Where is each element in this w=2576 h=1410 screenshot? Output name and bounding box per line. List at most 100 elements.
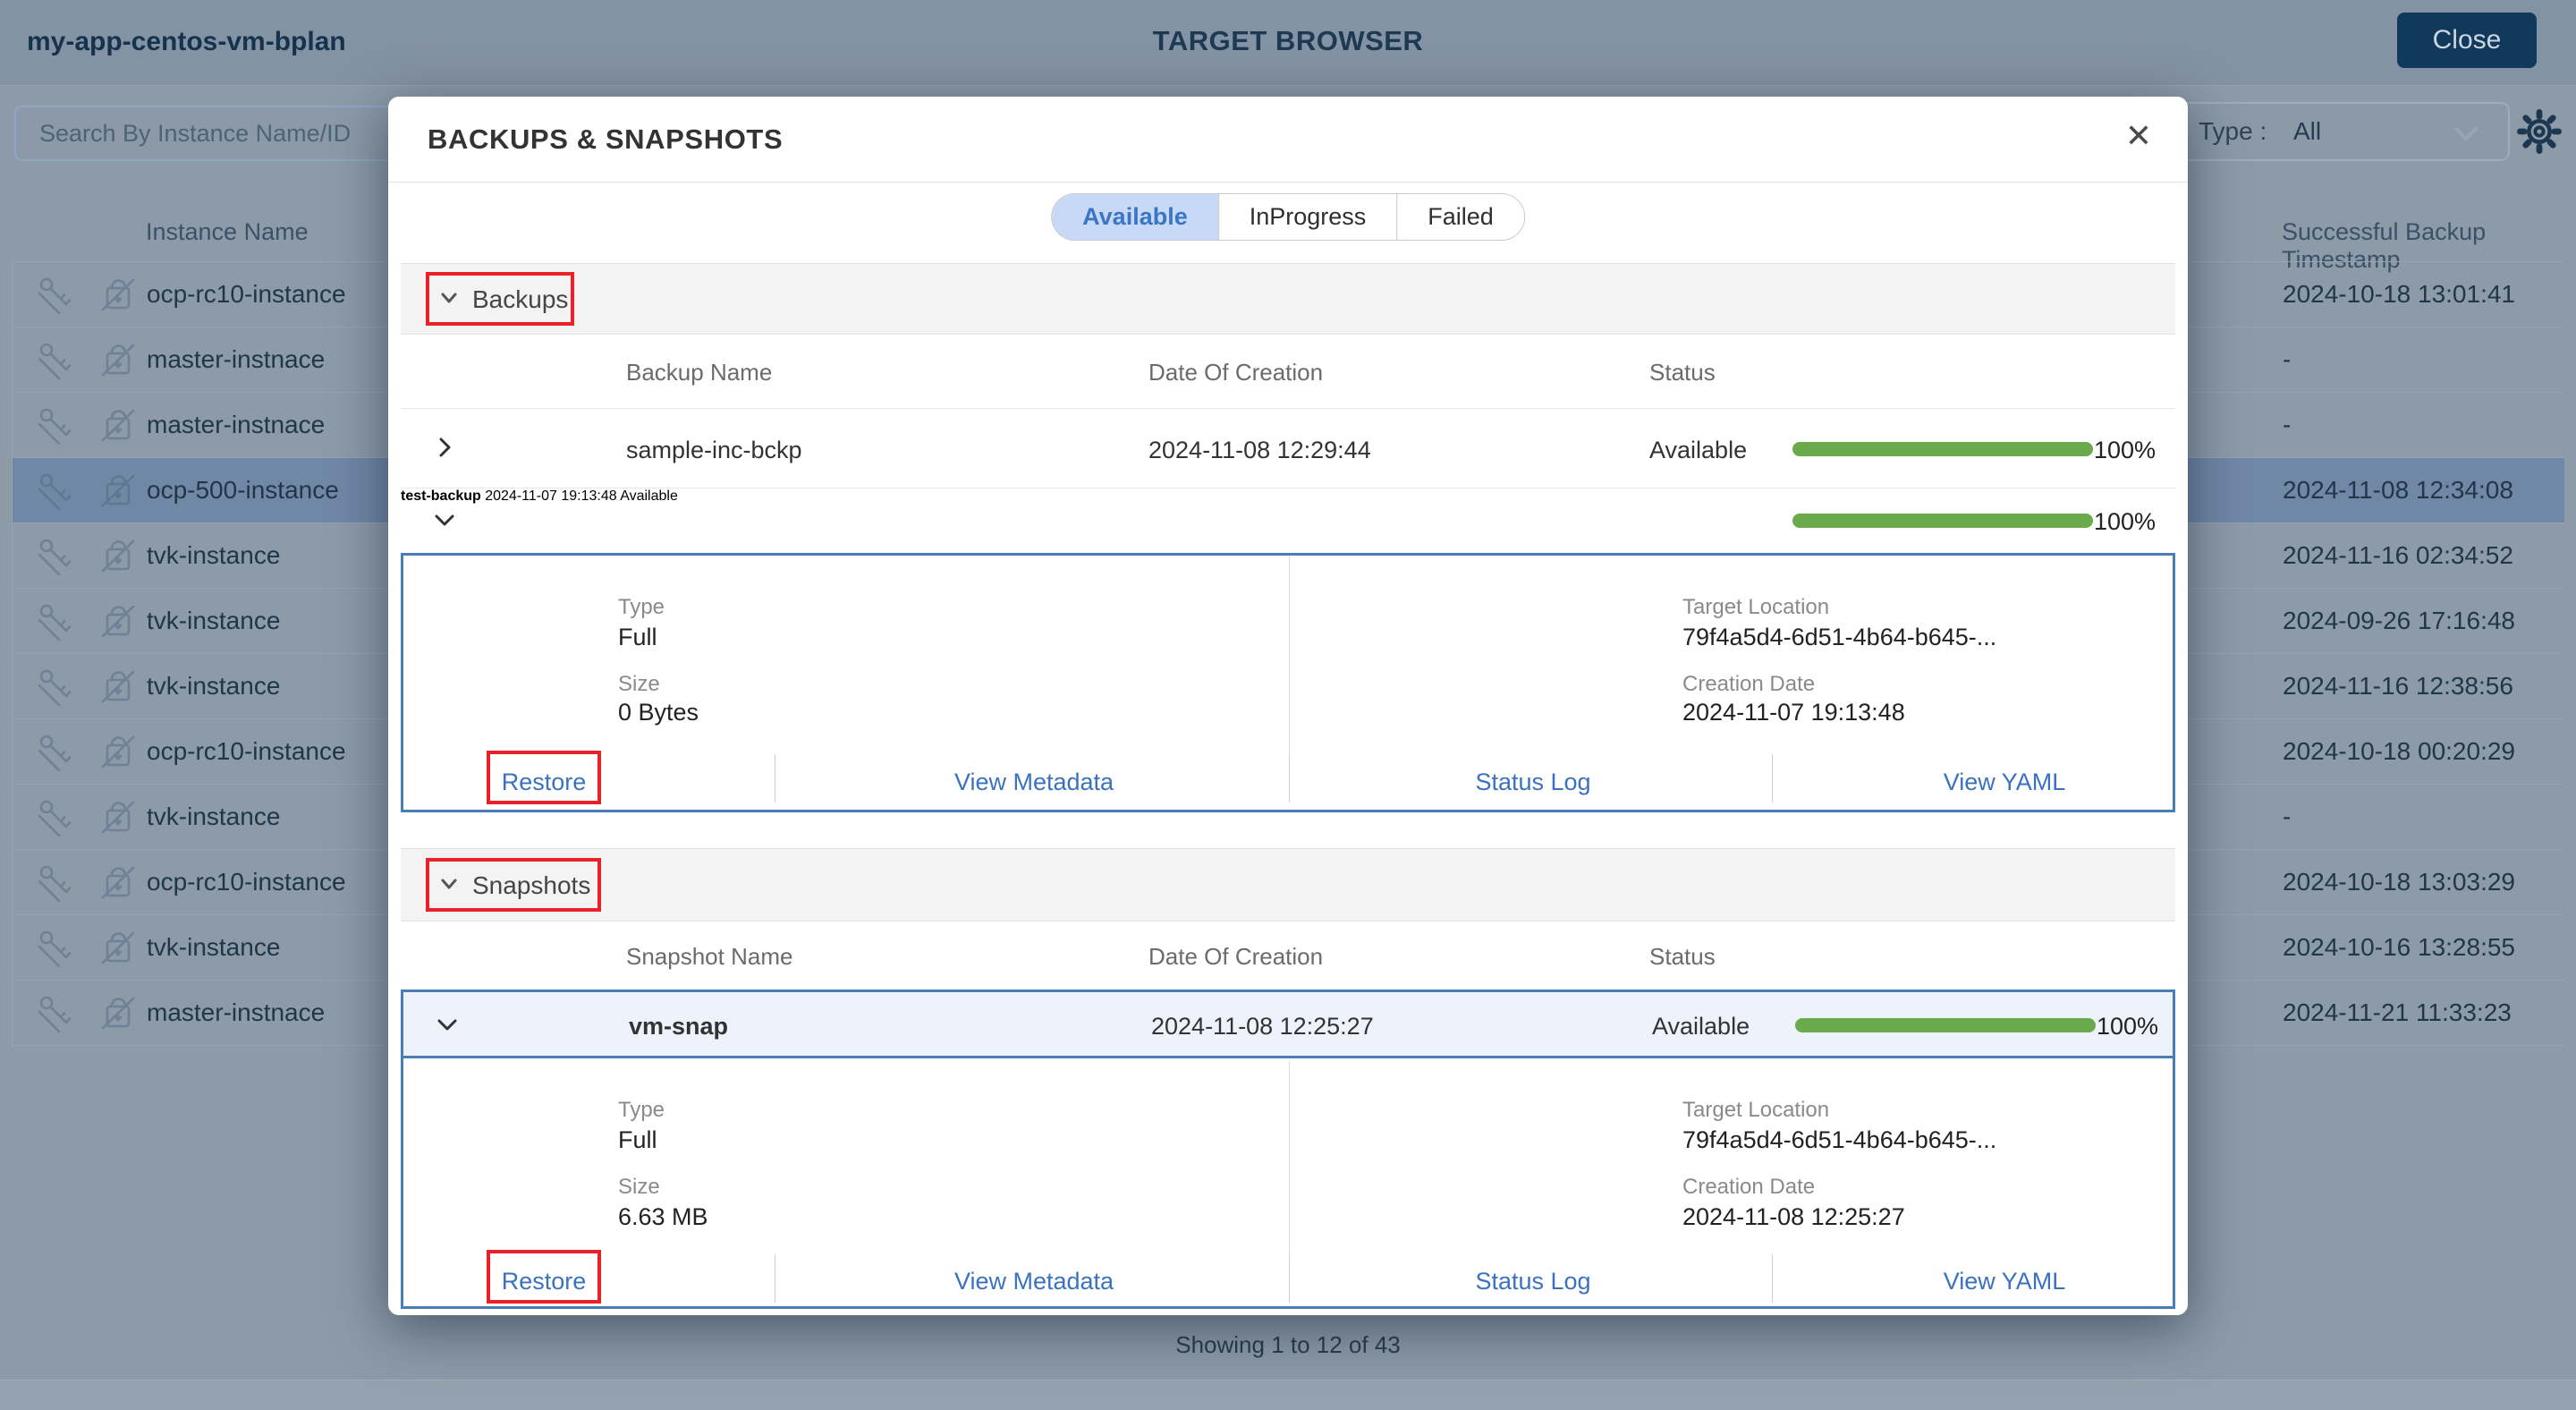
backup-timestamp: - <box>2283 411 2292 438</box>
tab-available[interactable]: Available <box>1052 194 1218 240</box>
instance-table-header: Instance Name Successful Backup Timestam… <box>12 213 2564 273</box>
instance-name: tvk-instance <box>147 933 281 961</box>
tab-failed[interactable]: Failed <box>1396 194 1524 240</box>
view-metadata-link[interactable]: View Metadata <box>953 1268 1114 1295</box>
key-off-icon <box>37 667 76 710</box>
size-label: Size <box>618 1175 660 1199</box>
backup-row[interactable]: sample-inc-bckp 2024-11-08 12:29:44 Avai… <box>401 408 2175 488</box>
backup-name: test-backup <box>401 488 481 504</box>
backup-row-expanded[interactable]: test-backup 2024-11-07 19:13:48 Availabl… <box>401 488 2175 553</box>
modal-header: BACKUPS & SNAPSHOTS ✕ <box>388 97 2188 183</box>
lock-off-icon <box>98 536 138 580</box>
divider <box>1772 1254 1773 1303</box>
backup-date: 2024-11-08 12:29:44 <box>1148 437 1371 463</box>
lock-off-icon <box>98 340 138 384</box>
modal-title: BACKUPS & SNAPSHOTS <box>428 123 784 155</box>
backup-status: Available <box>1649 437 1748 463</box>
key-off-icon <box>37 340 76 384</box>
restore-link[interactable]: Restore <box>501 1268 587 1295</box>
chevron-down-icon <box>2451 122 2481 149</box>
type-filter-value: All <box>2293 117 2322 145</box>
lock-off-icon <box>98 405 138 449</box>
status-tabs: Available InProgress Failed <box>1051 193 1525 241</box>
key-off-icon <box>37 993 76 1037</box>
instance-name: tvk-instance <box>147 803 281 830</box>
chevron-down-icon <box>436 871 462 901</box>
chevron-down-icon <box>436 285 462 315</box>
chevron-right-icon[interactable] <box>431 434 462 464</box>
instance-name: tvk-instance <box>147 541 281 569</box>
target-location-label: Target Location <box>1682 1098 1830 1122</box>
instance-name: ocp-500-instance <box>147 476 339 504</box>
type-label: Type <box>618 595 665 619</box>
view-yaml-link[interactable]: View YAML <box>1943 1268 2066 1295</box>
divider <box>1772 754 1773 803</box>
backup-timestamp: 2024-10-16 13:28:55 <box>2283 933 2515 961</box>
column-header-instance-name: Instance Name <box>146 218 309 245</box>
key-off-icon <box>37 405 76 449</box>
lock-off-icon <box>98 928 138 972</box>
progress-bar <box>1795 1018 2096 1032</box>
instance-name: master-instnace <box>147 411 326 438</box>
key-off-icon <box>37 862 76 906</box>
size-value: 6.63 MB <box>618 1203 708 1230</box>
backups-section-toggle[interactable]: Backups <box>436 280 568 319</box>
target-location-label: Target Location <box>1682 595 1830 619</box>
chevron-down-icon[interactable] <box>431 506 462 537</box>
backup-timestamp: 2024-09-26 17:16:48 <box>2283 607 2515 634</box>
backup-timestamp: - <box>2283 803 2292 830</box>
key-off-icon <box>37 601 76 645</box>
instance-name: tvk-instance <box>147 672 281 700</box>
backups-table-header: Backup Name Date Of Creation Status <box>401 335 2175 408</box>
snapshot-row-expanded[interactable]: vm-snap 2024-11-08 12:25:27 Available 10… <box>403 992 2173 1058</box>
creation-date-label: Creation Date <box>1682 1175 1816 1199</box>
divider <box>1289 1254 1290 1303</box>
column-header-backup-name: Backup Name <box>626 359 773 386</box>
backup-timestamp: 2024-11-21 11:33:23 <box>2283 998 2512 1026</box>
divider <box>1289 556 1290 754</box>
key-off-icon <box>37 471 76 514</box>
status-log-link[interactable]: Status Log <box>1475 769 1591 795</box>
instance-name: ocp-rc10-instance <box>147 737 346 765</box>
size-label: Size <box>618 672 660 696</box>
chevron-down-icon[interactable] <box>434 1011 464 1041</box>
type-label: Type <box>618 1098 665 1122</box>
snapshot-status: Available <box>1652 1013 1750 1040</box>
snapshots-section-toggle[interactable]: Snapshots <box>436 866 590 905</box>
creation-date-value: 2024-11-08 12:25:27 <box>1682 1203 1905 1230</box>
tab-inprogress[interactable]: InProgress <box>1217 194 1397 240</box>
annotation-box-restore <box>487 751 601 804</box>
column-header-status: Status <box>1649 359 1716 386</box>
type-value: Full <box>618 624 657 650</box>
snapshot-expanded-box: vm-snap 2024-11-08 12:25:27 Available 10… <box>401 990 2175 1309</box>
backup-timestamp: 2024-11-16 02:34:52 <box>2283 541 2513 569</box>
creation-date-value: 2024-11-07 19:13:48 <box>1682 699 1905 726</box>
column-header-date-of-creation: Date Of Creation <box>1148 943 1324 970</box>
backup-timestamp: 2024-10-18 13:03:29 <box>2283 868 2515 896</box>
lock-off-icon <box>98 667 138 710</box>
lock-off-icon <box>98 862 138 906</box>
annotation-box-snapshots <box>426 858 601 912</box>
top-bar: my-app-centos-vm-bplan TARGET BROWSER Cl… <box>0 0 2576 86</box>
divider <box>1289 754 1290 803</box>
backup-timestamp: 2024-11-08 12:34:08 <box>2283 476 2513 504</box>
target-location-value: 79f4a5d4-6d51-4b64-b645-... <box>1682 624 1997 650</box>
restore-link[interactable]: Restore <box>501 769 587 795</box>
backup-detail-panel: Type Full Size 0 Bytes Target Location 7… <box>401 553 2175 812</box>
view-metadata-link[interactable]: View Metadata <box>953 769 1114 795</box>
gear-icon[interactable] <box>2515 107 2563 156</box>
backup-timestamp: 2024-11-16 12:38:56 <box>2283 672 2513 700</box>
lock-off-icon <box>98 732 138 776</box>
bottom-bar <box>0 1380 2576 1410</box>
type-filter-dropdown[interactable]: Type : All <box>2057 102 2510 161</box>
view-yaml-link[interactable]: View YAML <box>1943 769 2066 795</box>
snapshot-name: vm-snap <box>629 1013 729 1040</box>
backup-status: Available <box>620 488 678 504</box>
backup-plan-name: my-app-centos-vm-bplan <box>27 27 346 56</box>
status-log-link[interactable]: Status Log <box>1475 1268 1591 1295</box>
annotation-box-restore <box>487 1250 601 1304</box>
close-icon[interactable]: ✕ <box>2124 117 2152 154</box>
pagination-summary: Showing 1 to 12 of 43 <box>1175 1331 1401 1358</box>
target-location-value: 79f4a5d4-6d51-4b64-b645-... <box>1682 1126 1997 1153</box>
close-button[interactable]: Close <box>2397 13 2537 68</box>
